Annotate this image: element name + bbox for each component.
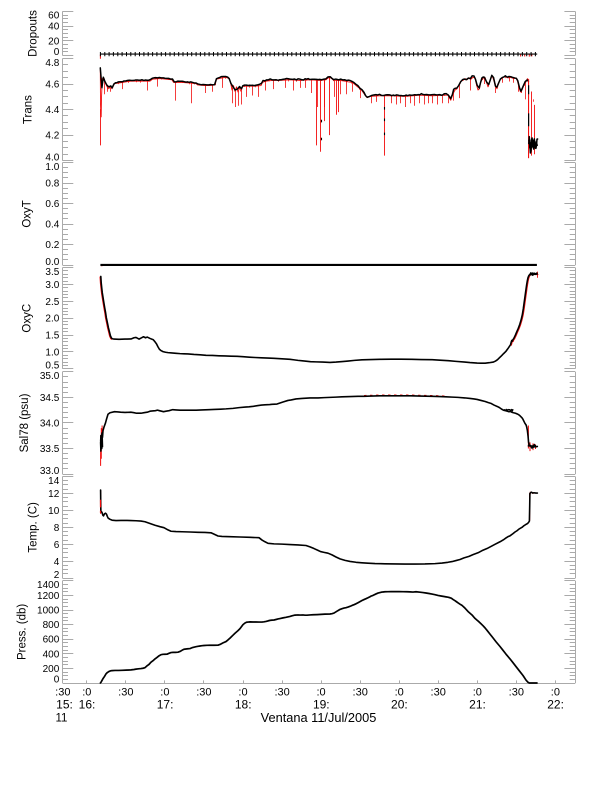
svg-text:8: 8	[54, 523, 60, 534]
svg-text::30: :30	[196, 687, 211, 699]
svg-text:4.0: 4.0	[45, 152, 59, 163]
svg-text:15:: 15:	[56, 697, 73, 711]
svg-text:800: 800	[43, 620, 60, 631]
svg-text:4.2: 4.2	[45, 131, 59, 142]
svg-text:0.2: 0.2	[45, 240, 59, 251]
svg-text:40: 40	[48, 22, 60, 33]
svg-text:2: 2	[54, 570, 60, 581]
svg-text::0: :0	[395, 687, 404, 699]
svg-text:35.0: 35.0	[40, 371, 60, 382]
svg-text::0: :0	[160, 687, 169, 699]
svg-text:6: 6	[54, 540, 60, 551]
svg-text::30: :30	[353, 687, 368, 699]
svg-text:0.5: 0.5	[45, 361, 59, 372]
svg-text::0: :0	[317, 687, 326, 699]
svg-text:0.0: 0.0	[45, 257, 59, 268]
svg-text:34.0: 34.0	[40, 419, 60, 430]
svg-text::0: :0	[82, 687, 91, 699]
svg-text:19:: 19:	[313, 697, 330, 711]
svg-text:OxyC: OxyC	[22, 304, 34, 333]
svg-text:11: 11	[56, 712, 68, 724]
svg-text::30: :30	[55, 687, 70, 699]
svg-text::30: :30	[509, 687, 524, 699]
svg-text:0: 0	[54, 47, 60, 58]
svg-text:Temp. (C): Temp. (C)	[28, 502, 40, 553]
svg-text:1000: 1000	[37, 606, 60, 617]
svg-text:2.5: 2.5	[45, 297, 59, 308]
svg-text:400: 400	[43, 649, 60, 660]
svg-text:0: 0	[54, 675, 60, 686]
svg-text:10: 10	[48, 506, 60, 517]
svg-text::30: :30	[431, 687, 446, 699]
svg-text:Ventana 11/Jul/2005: Ventana 11/Jul/2005	[261, 710, 377, 725]
svg-text:12: 12	[48, 489, 60, 500]
svg-text:Sal78 (psu): Sal78 (psu)	[19, 393, 31, 452]
svg-text:3.5: 3.5	[45, 267, 59, 278]
svg-text:4.6: 4.6	[45, 80, 59, 91]
svg-text::0: :0	[238, 687, 247, 699]
svg-text::0: :0	[551, 687, 560, 699]
svg-text:20:: 20:	[391, 697, 408, 711]
svg-text:4.4: 4.4	[45, 105, 59, 116]
svg-text::30: :30	[118, 687, 133, 699]
svg-text:1200: 1200	[37, 591, 60, 602]
svg-text:Dropouts: Dropouts	[28, 10, 40, 57]
svg-text:3.0: 3.0	[45, 280, 59, 291]
svg-text:21:: 21:	[469, 697, 486, 711]
svg-text:2.0: 2.0	[45, 314, 59, 325]
svg-text:1.0: 1.0	[45, 162, 59, 173]
svg-text:1.5: 1.5	[45, 331, 59, 342]
svg-text:4: 4	[54, 557, 60, 568]
svg-text:Trans: Trans	[23, 95, 35, 124]
svg-text:20: 20	[48, 36, 60, 47]
svg-text:600: 600	[43, 635, 60, 646]
svg-text:33.5: 33.5	[40, 444, 60, 455]
svg-text:0.6: 0.6	[45, 199, 59, 210]
svg-text:22:: 22:	[547, 697, 564, 711]
svg-text:OxyT: OxyT	[22, 200, 34, 227]
svg-text::0: :0	[473, 687, 482, 699]
svg-text:17:: 17:	[157, 697, 174, 711]
svg-text:33.0: 33.0	[40, 466, 60, 477]
svg-text:34.5: 34.5	[40, 393, 60, 404]
svg-text:Press. (db): Press. (db)	[17, 604, 29, 660]
svg-text:1.0: 1.0	[45, 347, 59, 358]
svg-text:16:: 16:	[79, 697, 96, 711]
svg-text:1400: 1400	[37, 580, 60, 591]
svg-text:4.8: 4.8	[45, 58, 59, 69]
svg-text:60: 60	[48, 11, 60, 22]
svg-text:0.4: 0.4	[45, 220, 59, 231]
svg-text:200: 200	[43, 664, 60, 675]
svg-text::30: :30	[274, 687, 289, 699]
svg-text:14: 14	[48, 476, 60, 487]
svg-text:0.8: 0.8	[45, 179, 59, 190]
svg-text:18:: 18:	[235, 697, 252, 711]
